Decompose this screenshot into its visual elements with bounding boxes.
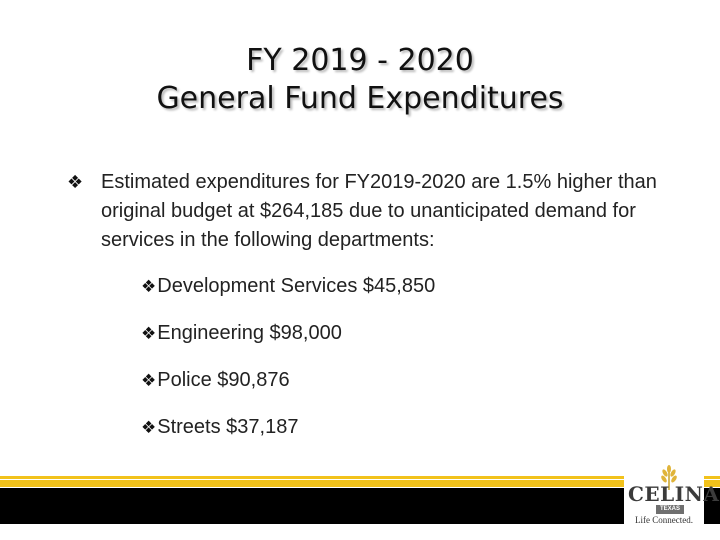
department-streets: Streets $37,187 (157, 416, 299, 438)
footer-accent-thin (0, 476, 720, 479)
slide-title: FY 2019 - 2020 General Fund Expenditures (0, 42, 720, 118)
list-item: ❖Police $90,876 (141, 366, 435, 413)
diamond-bullet-icon: ❖ (141, 418, 157, 437)
footer-accent-bar (0, 480, 720, 487)
list-item: ❖Engineering $98,000 (141, 319, 435, 366)
wheat-icon (661, 465, 677, 490)
main-bullet-text: Estimated expenditures for FY2019-2020 a… (101, 171, 657, 251)
diamond-bullet-icon: ❖ (141, 371, 157, 390)
department-engineering: Engineering $98,000 (157, 322, 342, 344)
logo-name: CELINA (628, 482, 720, 506)
title-line-2: General Fund Expenditures (156, 81, 564, 116)
diamond-bullet-icon: ❖ (141, 277, 157, 296)
list-item: ❖Development Services $45,850 (141, 272, 435, 319)
logo-state: TEXAS (656, 505, 684, 514)
diamond-bullet-icon: ❖ (141, 324, 157, 343)
department-development-services: Development Services $45,850 (157, 275, 436, 297)
department-police: Police $90,876 (157, 369, 290, 391)
title-line-1: FY 2019 - 2020 (246, 43, 474, 78)
main-bullet: ❖ Estimated expenditures for FY2019-2020… (67, 168, 667, 255)
footer-bar (0, 488, 720, 524)
list-item: ❖Streets $37,187 (141, 413, 435, 460)
celina-logo: CELINA TEXAS Life Connected. (624, 462, 720, 528)
logo-tagline: Life Connected. (635, 515, 693, 525)
department-list: ❖Development Services $45,850 ❖Engineeri… (141, 272, 435, 460)
diamond-bullet-icon: ❖ (67, 172, 84, 192)
